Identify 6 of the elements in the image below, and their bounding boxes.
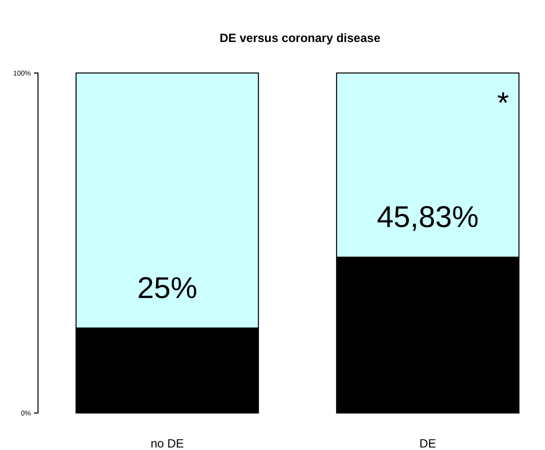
annotation: *: [497, 87, 510, 120]
x-tick-label: no DE: [150, 436, 184, 450]
data-label: 25%: [137, 272, 198, 305]
data-label: 45,83%: [376, 201, 479, 234]
chart-title: DE versus coronary disease: [220, 31, 381, 45]
x-tick-label: DE: [419, 436, 436, 450]
